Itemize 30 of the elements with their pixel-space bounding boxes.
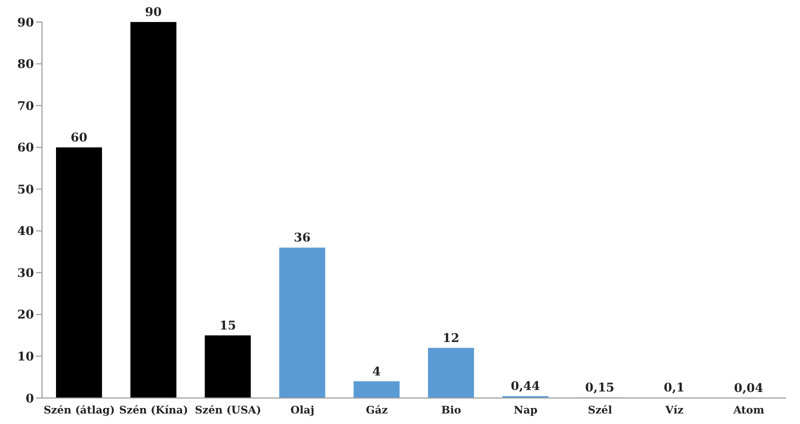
x-tick-label: Szén (Kína) <box>119 404 188 416</box>
data-label: 0,15 <box>585 380 614 394</box>
x-tick-label: Gáz <box>366 404 388 416</box>
y-tick-label: 80 <box>17 57 34 72</box>
y-tick-label: 30 <box>17 266 34 280</box>
data-label: 15 <box>219 318 236 332</box>
data-label: 90 <box>145 5 162 19</box>
x-tick-label: Nap <box>514 404 538 416</box>
x-tick-label: Atom <box>732 404 764 416</box>
y-tick-label: 60 <box>17 140 34 155</box>
data-label: 0,04 <box>734 380 764 395</box>
y-tick-label: 40 <box>17 224 34 238</box>
data-label: 12 <box>442 330 460 345</box>
data-label: 36 <box>294 230 311 245</box>
y-tick-label: 10 <box>17 349 34 364</box>
x-tick-label: Szél <box>588 404 612 416</box>
y-tick-label: 90 <box>17 15 34 30</box>
x-tick-label: Szén (átlag) <box>44 404 115 416</box>
x-tick-label: Víz <box>664 404 684 416</box>
x-tick-label: Szén (USA) <box>194 404 262 416</box>
y-tick-label: 50 <box>17 182 34 196</box>
data-label: 0,44 <box>510 379 540 394</box>
x-tick-label: Olaj <box>290 404 314 416</box>
y-tick-label: 0 <box>26 391 34 406</box>
data-label: 60 <box>70 130 88 144</box>
data-label: 4 <box>372 364 381 378</box>
y-tick-label: 20 <box>17 308 34 322</box>
y-tick-label: 70 <box>17 98 34 113</box>
x-tick-label: Bio <box>441 404 462 416</box>
data-label: 0,1 <box>664 380 685 395</box>
